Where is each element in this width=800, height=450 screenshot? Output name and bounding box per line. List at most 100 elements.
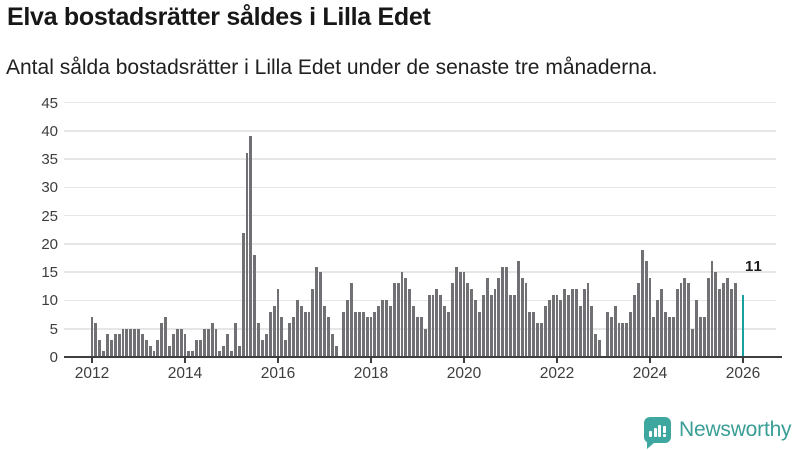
bar xyxy=(377,306,381,357)
bar xyxy=(567,294,571,357)
y-axis-tick-label: 20 xyxy=(41,235,58,253)
bar xyxy=(261,340,264,357)
bar xyxy=(640,249,644,357)
bar xyxy=(478,311,481,357)
bar xyxy=(729,289,733,357)
bar xyxy=(226,334,230,357)
bar xyxy=(574,289,578,357)
bar xyxy=(474,300,478,357)
bar xyxy=(276,289,280,357)
x-axis-tick xyxy=(649,358,652,364)
bar xyxy=(168,345,171,357)
bar xyxy=(408,289,412,357)
bar xyxy=(385,300,388,357)
bar xyxy=(319,272,323,357)
bar xyxy=(586,283,590,357)
bar xyxy=(423,328,427,357)
bar xyxy=(121,328,125,357)
bar xyxy=(625,323,629,357)
bar xyxy=(598,340,602,357)
x-axis-tick xyxy=(742,358,745,364)
bar xyxy=(726,277,729,357)
bar xyxy=(330,334,334,357)
x-axis-tick xyxy=(277,358,280,364)
bar xyxy=(245,153,249,357)
bar xyxy=(94,323,98,357)
bar xyxy=(109,340,113,357)
bar xyxy=(714,272,718,357)
x-axis-tick xyxy=(556,358,559,364)
bar xyxy=(710,260,714,357)
bar xyxy=(311,289,315,357)
bar xyxy=(156,340,160,357)
bar xyxy=(520,277,524,357)
bar xyxy=(125,328,129,357)
bar xyxy=(381,300,385,357)
bar xyxy=(489,294,493,357)
bar xyxy=(404,277,408,357)
bar xyxy=(466,283,470,357)
bar xyxy=(540,323,543,357)
bar xyxy=(357,311,361,357)
bar xyxy=(516,260,520,357)
gridline xyxy=(64,271,776,273)
y-axis-tick-label: 15 xyxy=(41,264,58,282)
y-axis-tick-label: 35 xyxy=(41,151,58,169)
bar xyxy=(648,277,652,357)
x-axis-tick-label: 2014 xyxy=(167,365,203,382)
bar xyxy=(679,283,683,357)
bar xyxy=(129,328,133,357)
x-axis-tick-label: 2018 xyxy=(353,365,389,382)
bar xyxy=(528,311,532,357)
bar xyxy=(264,334,268,357)
bar xyxy=(106,334,109,357)
bar xyxy=(571,289,574,357)
bar xyxy=(299,306,303,357)
bar xyxy=(160,323,164,357)
newsworthy-logo[interactable]: Newsworthy xyxy=(644,417,792,449)
bar xyxy=(493,289,497,357)
chart-title: Elva bostadsrätter såldes i Lilla Edet xyxy=(7,3,431,31)
bar xyxy=(485,277,489,357)
bar xyxy=(687,283,691,357)
gridline xyxy=(64,101,776,104)
y-axis-tick-label: 5 xyxy=(49,320,58,338)
bar xyxy=(117,334,121,357)
bar xyxy=(268,311,272,357)
bar xyxy=(365,317,369,357)
bar xyxy=(532,311,536,357)
bar xyxy=(505,266,509,357)
bar xyxy=(722,283,726,357)
bar xyxy=(354,311,357,357)
highlighted-bar xyxy=(741,294,745,357)
bar xyxy=(164,317,168,357)
x-axis-tick-label: 2012 xyxy=(74,365,110,382)
bar xyxy=(609,317,613,357)
y-axis-tick-label: 40 xyxy=(41,122,58,140)
newsworthy-wordmark: Newsworthy xyxy=(679,418,792,441)
bar xyxy=(695,300,698,357)
x-axis-tick-label: 2022 xyxy=(539,365,575,382)
bar xyxy=(683,277,687,357)
x-axis-tick-label: 2024 xyxy=(632,365,668,382)
bar xyxy=(183,334,187,357)
bar xyxy=(664,311,667,357)
bar xyxy=(412,306,416,357)
bar xyxy=(563,289,567,357)
bar xyxy=(284,340,288,357)
bar xyxy=(617,323,621,357)
gridline xyxy=(64,158,776,160)
bar xyxy=(206,328,210,357)
bar xyxy=(218,351,222,357)
gridline xyxy=(64,243,776,245)
bar xyxy=(718,289,722,357)
bar xyxy=(443,306,447,357)
bar xyxy=(233,323,237,357)
bar xyxy=(547,300,551,357)
bar xyxy=(113,334,117,357)
bar xyxy=(257,323,261,357)
bar xyxy=(148,345,152,357)
bar xyxy=(249,136,253,357)
x-axis-tick-label: 2020 xyxy=(446,365,482,382)
bar xyxy=(551,294,555,357)
